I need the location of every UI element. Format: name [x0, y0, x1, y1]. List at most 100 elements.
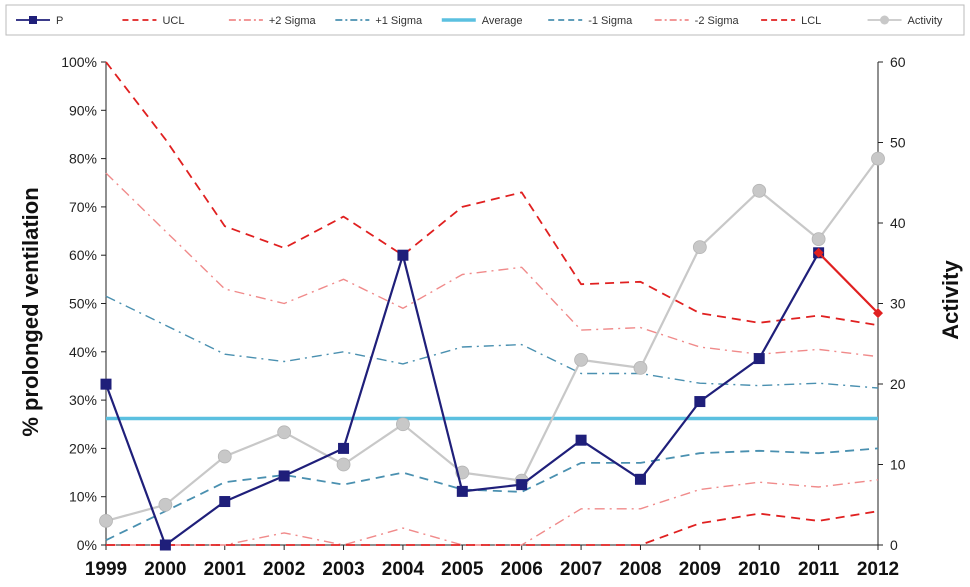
y2-tick-label: 20 [890, 376, 906, 392]
series-line-lcl [106, 510, 879, 546]
x-tick-label: 2006 [501, 559, 543, 580]
legend-label-1-sigma: -1 Sigma [588, 15, 633, 27]
y2-axis-title: Activity [938, 260, 963, 340]
legend-label-2-sigma: +2 Sigma [269, 15, 317, 27]
x-tick-label: 2012 [857, 559, 899, 580]
y-tick-label: 60% [69, 247, 97, 263]
highlight-point [873, 308, 883, 319]
series-line-activity [105, 157, 879, 522]
legend: P UCL +2 Sigma +1 Sigma Average -1 Sigma -2 Si… [5, 4, 965, 36]
legend-marker-p [29, 16, 37, 24]
y2-tick-label: 50 [890, 135, 906, 151]
data-point-p [456, 485, 468, 497]
x-tick-label: 2002 [263, 559, 305, 580]
data-point-activity [752, 183, 767, 198]
legend-label-lcl: LCL [801, 15, 821, 27]
x-tick-label: 2010 [738, 559, 780, 580]
y-tick-label: 0% [77, 537, 97, 553]
y-tick-label: 50% [69, 296, 97, 312]
data-point-p [219, 496, 231, 508]
x-tick-label: 2008 [619, 559, 661, 580]
legend-label-p: P [56, 15, 63, 27]
data-point-p [338, 442, 350, 454]
x-tick-label: 2000 [144, 559, 186, 580]
legend-label-1-sigma: +1 Sigma [375, 15, 423, 27]
data-point-activity [99, 513, 113, 528]
legend-item-1-sigma: +1 Sigma [335, 15, 423, 27]
series-lcl [106, 510, 879, 546]
y-tick-label: 90% [69, 102, 97, 118]
data-point-activity [217, 449, 232, 464]
y-tick-label: 70% [69, 199, 97, 215]
data-point-activity [336, 457, 351, 472]
legend-item-2-sigma: +2 Sigma [228, 15, 317, 27]
legend-item-activity: Activity [867, 15, 943, 27]
legend-item-lcl: LCL [761, 15, 821, 27]
data-point-activity [396, 417, 410, 432]
highlight-line [817, 252, 879, 314]
legend-label-average: Average [482, 15, 523, 27]
data-point-p [278, 470, 290, 482]
data-point-p [753, 353, 765, 365]
data-point-p [397, 249, 409, 261]
series-line-2-sigma [105, 172, 879, 358]
x-tick-label: 2005 [441, 559, 484, 580]
series-1-sigma [105, 447, 879, 542]
axes: 0% 10% 20% 30% 40% 50% 60% 70% 80% 90% 100% 0 10 20 30… [61, 54, 906, 580]
x-tick-label: 2009 [679, 559, 721, 580]
y2-tick-label: 30 [890, 296, 906, 312]
x-tick-label: 2001 [204, 559, 247, 580]
series-line-1-sigma [105, 447, 879, 542]
highlight-point [813, 247, 824, 258]
legend-label-activity: Activity [908, 15, 943, 27]
x-tick-label: 2004 [382, 559, 425, 580]
y-tick-label: 30% [69, 392, 97, 408]
legend-label-2-sigma: -2 Sigma [695, 15, 740, 27]
data-point-activity [692, 240, 707, 255]
series-ucl [105, 61, 879, 327]
legend-box [5, 4, 965, 36]
data-point-activity [811, 232, 826, 247]
y-tick-label: 10% [69, 489, 97, 505]
y-tick-label: 80% [69, 151, 97, 167]
data-point-activity [574, 352, 588, 367]
data-point-activity [277, 425, 292, 440]
data-point-p [634, 473, 646, 485]
y2-tick-label: 40 [890, 215, 906, 231]
data-point-p [575, 434, 587, 446]
data-point-p [100, 378, 112, 390]
legend-item-p: P [16, 15, 63, 27]
legend-item-ucl: UCL [122, 15, 184, 27]
highlight-segment [813, 247, 883, 319]
series-2-sigma [106, 479, 879, 546]
y2-tick-label: 60 [890, 54, 906, 70]
legend-item-2-sigma: -2 Sigma [654, 15, 740, 27]
series-2-sigma [105, 172, 879, 358]
legend-item-average: Average [441, 15, 523, 27]
y-tick-label: 100% [61, 54, 97, 70]
data-point-activity [158, 497, 173, 512]
series-line-ucl [105, 61, 879, 327]
x-tick-label: 1999 [85, 559, 127, 580]
data-point-p [159, 539, 171, 551]
legend-item-1-sigma: -1 Sigma [548, 15, 633, 27]
series-line-2-sigma [106, 479, 879, 546]
series-line-1-sigma [105, 295, 879, 389]
y-tick-label: 20% [69, 440, 97, 456]
y2-tick-label: 10 [890, 457, 906, 473]
x-tick-label: 2011 [798, 559, 840, 580]
legend-marker-activity [880, 15, 890, 25]
y2-tick-label: 0 [890, 537, 898, 553]
series-layer [99, 61, 885, 551]
data-point-p [516, 479, 528, 491]
y-tick-label: 40% [69, 344, 97, 360]
data-point-p [694, 396, 706, 408]
data-point-activity [871, 151, 885, 166]
y-axis-title: % prolonged ventilation [18, 187, 43, 436]
legend-label-ucl: UCL [162, 15, 184, 27]
x-tick-label: 2003 [322, 559, 364, 580]
x-tick-label: 2007 [560, 559, 602, 580]
